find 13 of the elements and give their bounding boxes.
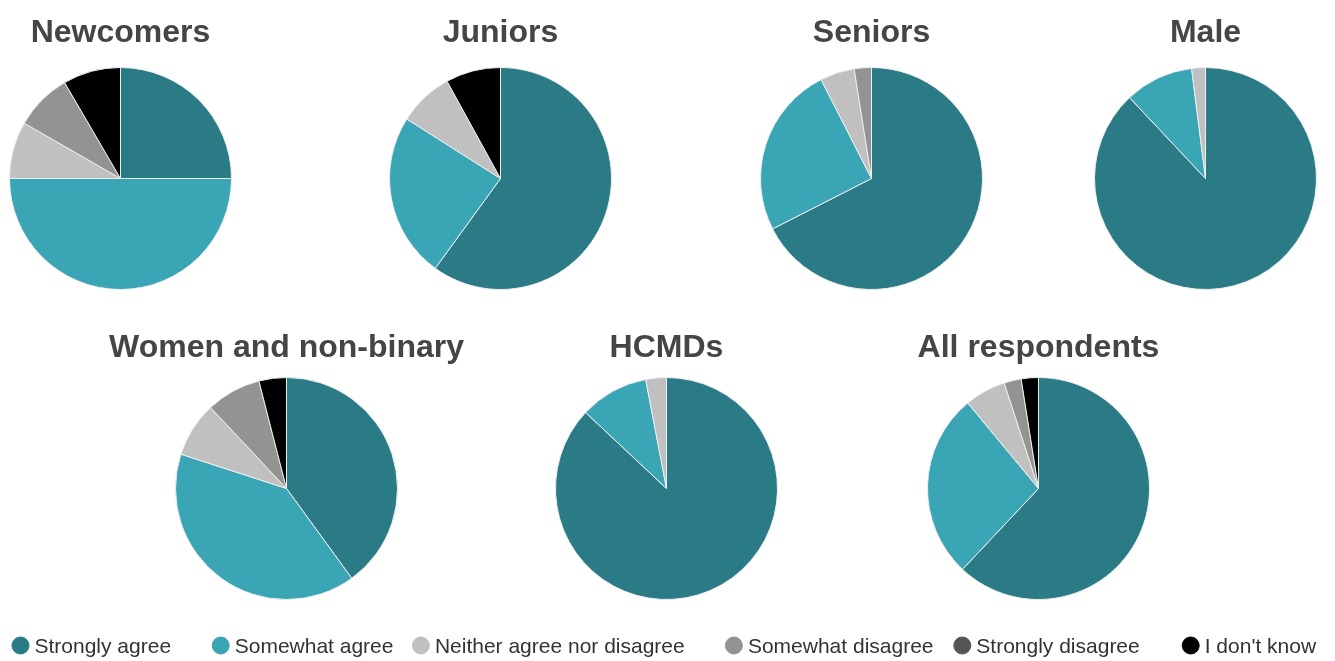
chart-title: Women and non-binary xyxy=(109,327,465,364)
chart-title: Seniors xyxy=(812,12,931,49)
chart-title: Juniors xyxy=(442,12,559,49)
chart-title: All respondents xyxy=(917,327,1160,364)
legend-label: Strongly disagree xyxy=(976,634,1140,657)
legend-label: Somewhat disagree xyxy=(747,634,934,657)
chart-title: HCMDs xyxy=(609,327,724,364)
legend-label: Neither agree nor disagree xyxy=(434,634,685,657)
legend-label: Strongly agree xyxy=(34,634,172,657)
chart-title: Male xyxy=(1169,12,1242,49)
legend-label: Somewhat agree xyxy=(234,634,394,657)
chart-title: Newcomers xyxy=(30,12,211,49)
legend-label: I don't know xyxy=(1204,634,1317,657)
